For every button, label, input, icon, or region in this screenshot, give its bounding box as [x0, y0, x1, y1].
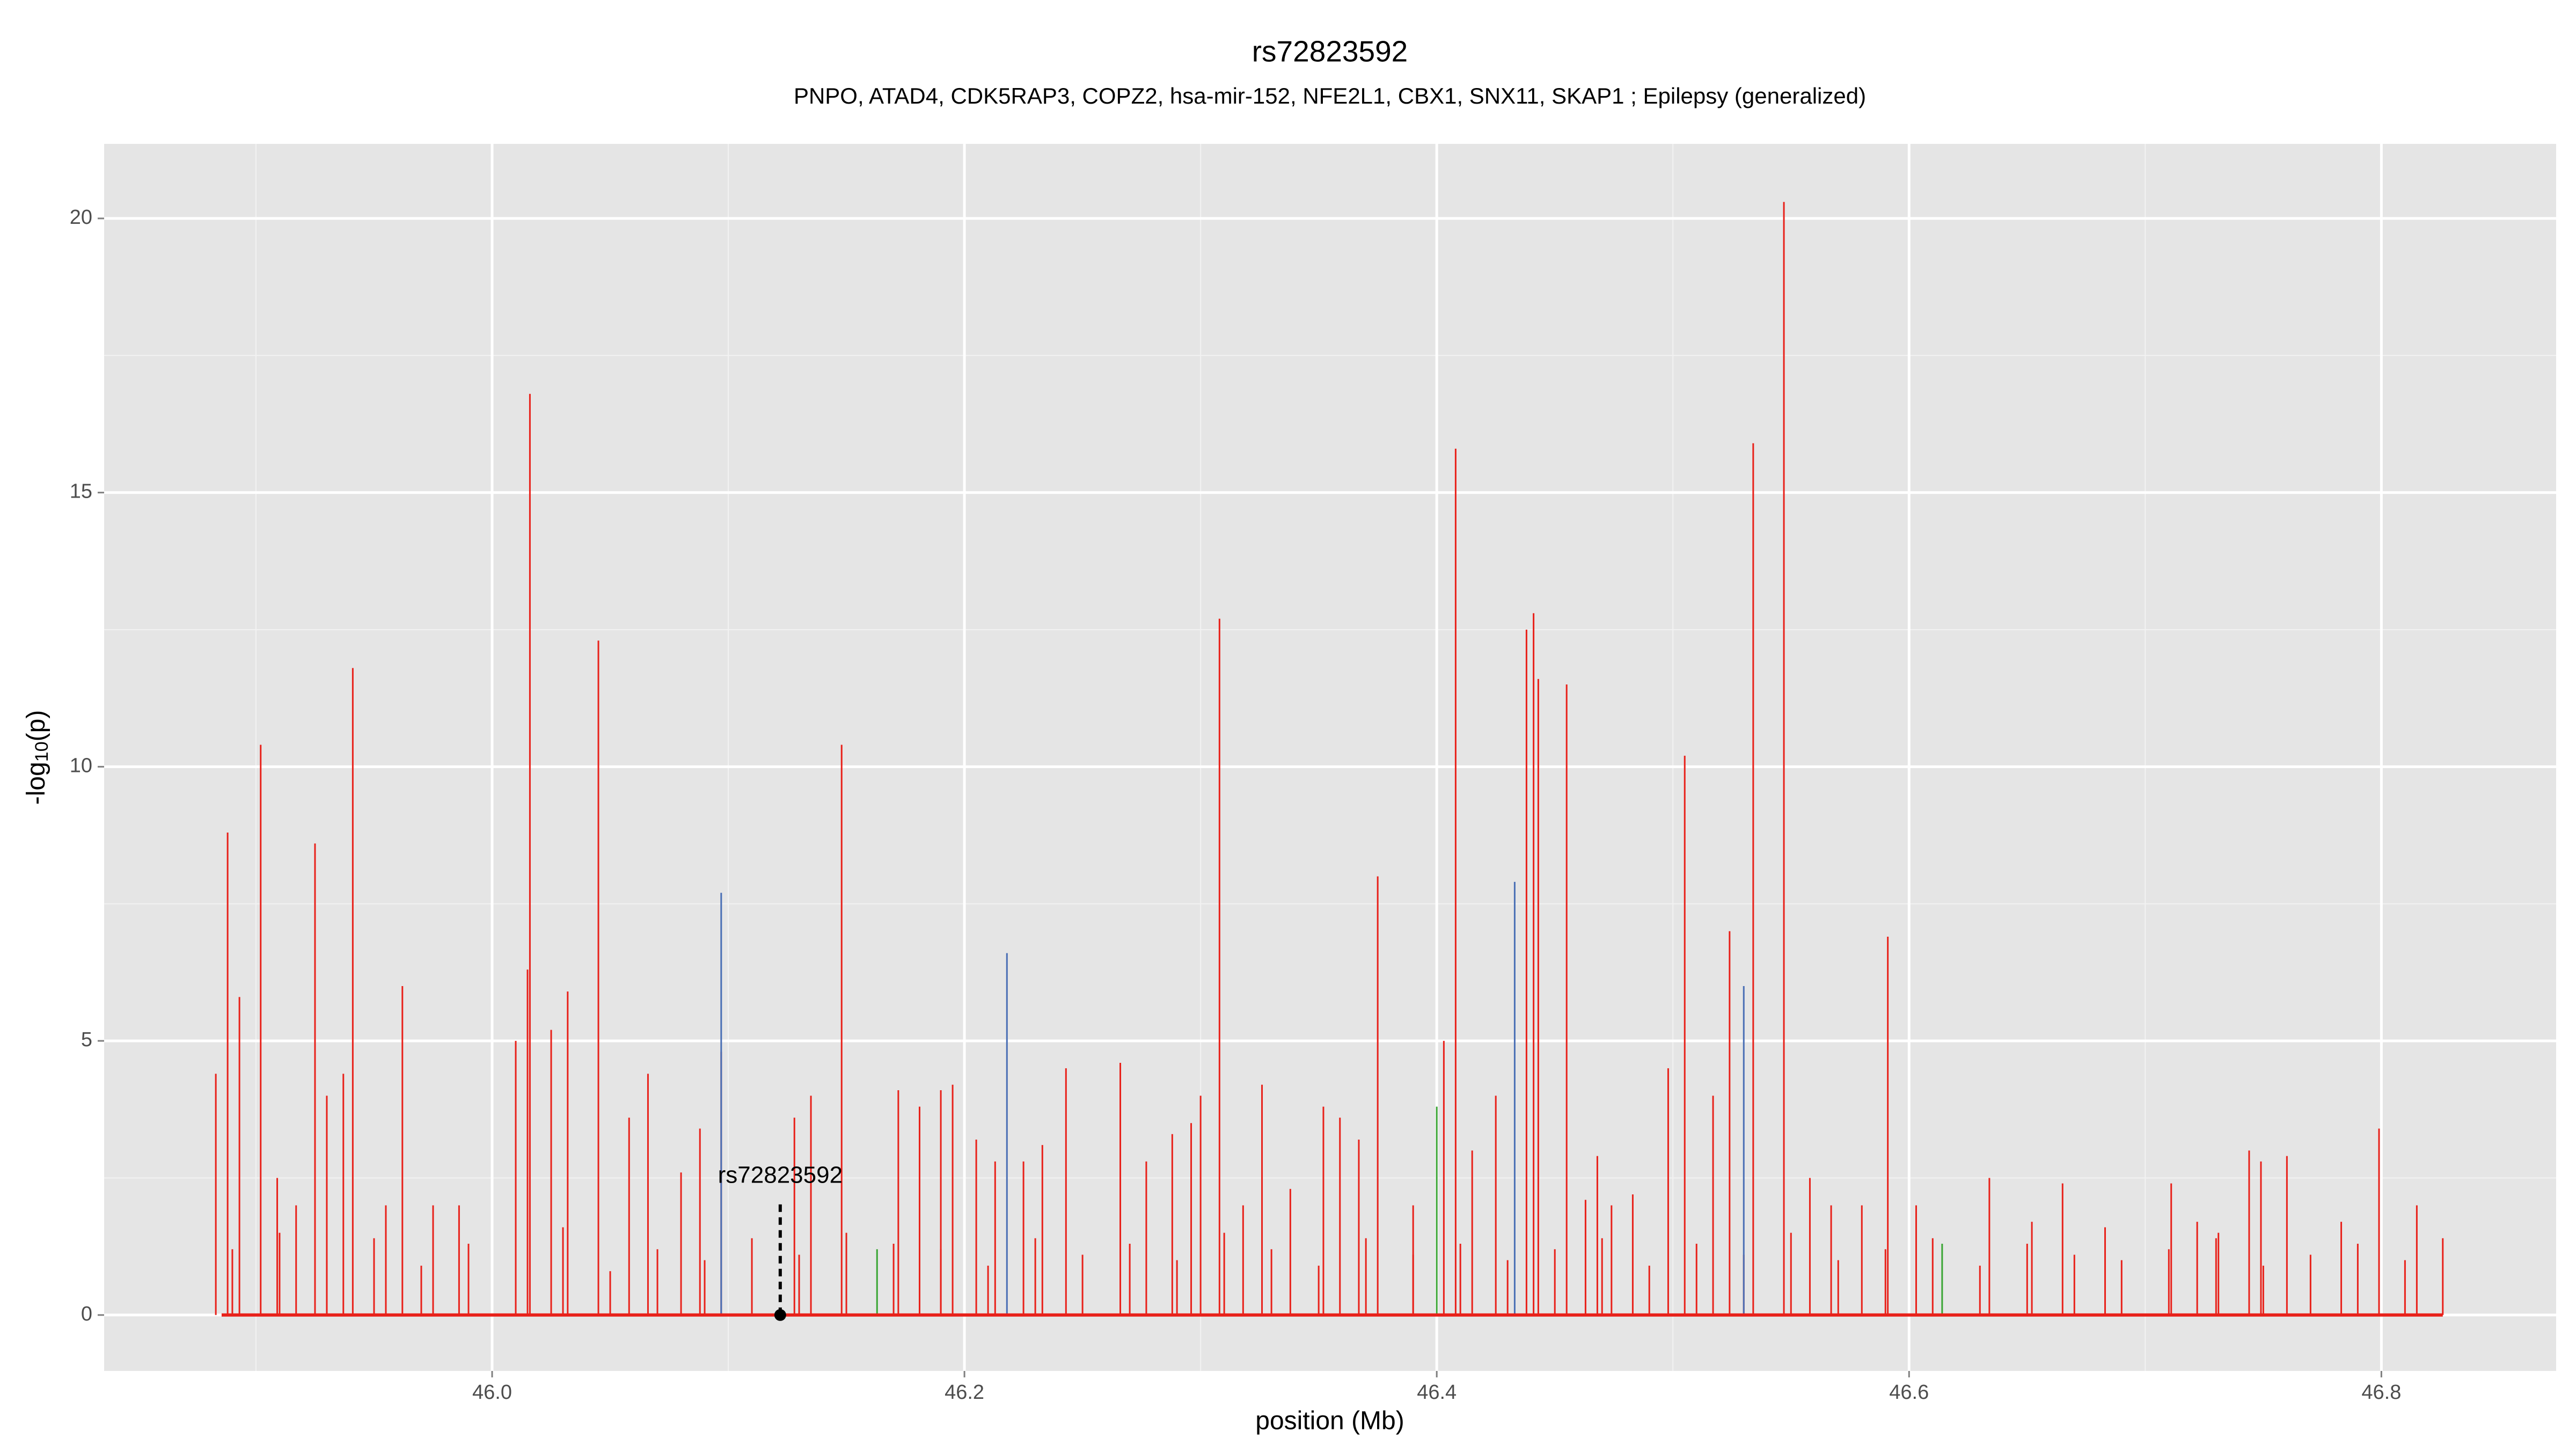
- plot-panel: [104, 144, 2556, 1371]
- chart-subtitle: PNPO, ATAD4, CDK5RAP3, COPZ2, hsa-mir-15…: [794, 83, 1866, 108]
- y-tick-label: 15: [70, 480, 92, 503]
- x-axis-title: position (Mb): [1255, 1407, 1404, 1435]
- grid: [104, 144, 2556, 1371]
- y-axis-title-sub: 10: [32, 741, 52, 762]
- y-tick-label: 5: [81, 1028, 92, 1051]
- x-tick-label: 46.4: [1417, 1381, 1457, 1404]
- y-axis-title-main: -log: [22, 762, 50, 805]
- y-tick-label: 20: [70, 206, 92, 229]
- x-tick-label: 46.8: [2361, 1381, 2401, 1404]
- y-axis-title-end: (p): [22, 710, 50, 742]
- annotation-label: rs72823592: [718, 1162, 843, 1188]
- y-tick-label: 10: [70, 754, 92, 777]
- marks: rs72823592: [215, 202, 2444, 1321]
- chart-title: rs72823592: [1252, 35, 1408, 68]
- x-tick-label: 46.0: [472, 1381, 512, 1404]
- x-tick-label: 46.6: [1889, 1381, 1929, 1404]
- y-axis-title: -log10(p): [22, 710, 52, 805]
- y-tick-label: 0: [81, 1303, 92, 1325]
- annotation-point: [774, 1309, 786, 1321]
- x-tick-label: 46.2: [945, 1381, 984, 1404]
